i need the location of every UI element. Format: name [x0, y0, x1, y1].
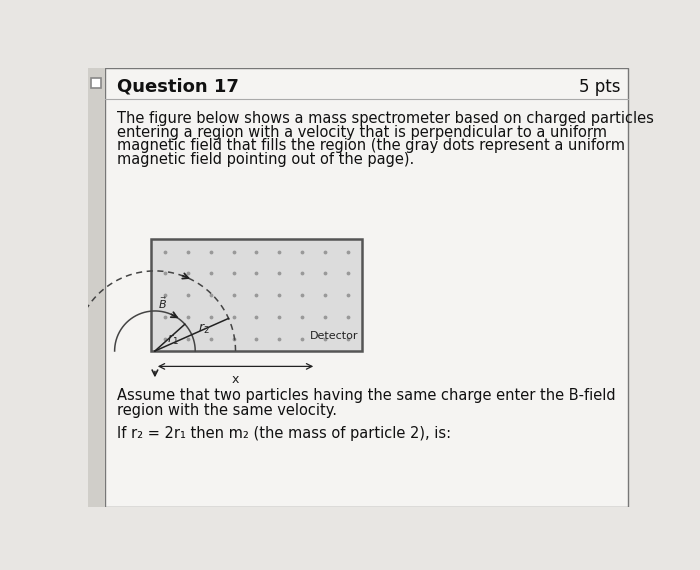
Text: entering a region with a velocity that is perpendicular to a uniform: entering a region with a velocity that i… [117, 125, 607, 140]
Text: magnetic field that fills the region (the gray dots represent a uniform: magnetic field that fills the region (th… [117, 139, 625, 153]
Text: $r_1$: $r_1$ [167, 332, 179, 347]
Text: x: x [232, 373, 239, 385]
Text: 5 pts: 5 pts [579, 78, 621, 96]
Text: $r_2$: $r_2$ [197, 322, 209, 336]
Bar [88, 68, 104, 507]
Text: If r₂ = 2r₁ then m₂ (the mass of particle 2), is:: If r₂ = 2r₁ then m₂ (the mass of particl… [117, 426, 451, 441]
Bar [90, 78, 101, 88]
Text: $\vec{B}$: $\vec{B}$ [158, 295, 167, 311]
Text: Detector: Detector [310, 331, 358, 341]
Text: region with the same velocity.: region with the same velocity. [117, 402, 337, 418]
Bar [151, 239, 362, 351]
Text: Assume that two particles having the same charge enter the B-field: Assume that two particles having the sam… [117, 388, 615, 403]
Text: magnetic field pointing out of the page).: magnetic field pointing out of the page)… [117, 152, 414, 168]
Text: Question 17: Question 17 [117, 78, 239, 96]
Text: The figure below shows a mass spectrometer based on charged particles: The figure below shows a mass spectromet… [117, 111, 654, 126]
